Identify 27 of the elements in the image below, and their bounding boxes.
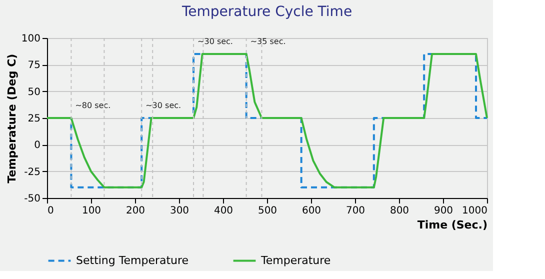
x-tick-label: 700	[346, 206, 366, 216]
y-tick-label: 0	[34, 140, 40, 152]
x-tick-label: 300	[170, 206, 190, 216]
chart-title: Temperature Cycle Time	[180, 4, 352, 20]
y-tick-label: 75	[28, 60, 40, 72]
annotation: ~35 sec.	[250, 37, 286, 46]
y-tick-label: -25	[24, 166, 40, 178]
x-tick-label: 500	[258, 206, 278, 216]
x-tick-label: 100	[82, 206, 102, 216]
y-axis-title: Temperature (Deg C)	[5, 54, 18, 184]
annotation: ~80 sec.	[75, 101, 111, 110]
x-axis-title: Time (Sec.)	[417, 218, 488, 232]
annotation: ~30 sec.	[198, 37, 233, 46]
x-tick-label: 600	[302, 206, 322, 216]
legend-label: Setting Temperature	[76, 254, 189, 267]
y-tick-label: 100	[21, 34, 40, 44]
annotation: ~30 sec.	[146, 101, 182, 110]
y-tick-label: -50	[24, 194, 40, 204]
x-tick-label: 0	[48, 206, 54, 216]
x-tick-label: 400	[214, 206, 234, 216]
x-tick-label: 200	[126, 206, 146, 216]
y-tick-label: 50	[28, 86, 40, 98]
x-tick-label: 800	[390, 206, 410, 216]
x-tick-label: 900	[434, 206, 454, 216]
x-tick-label: 1000	[462, 206, 488, 216]
legend-label: Temperature	[260, 254, 331, 267]
y-tick-label: 25	[28, 114, 40, 124]
